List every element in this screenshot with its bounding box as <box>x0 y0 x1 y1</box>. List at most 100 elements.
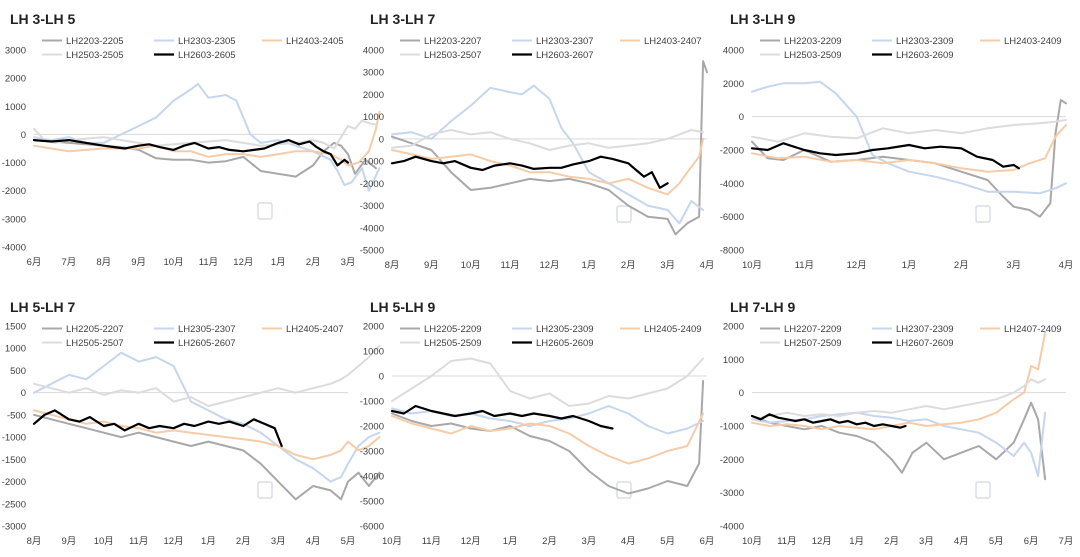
y-tick-label: -6000 <box>720 212 744 223</box>
legend-label: LH2503-2509 <box>784 50 842 61</box>
chart-title: LH 5-LH 7 <box>10 299 76 315</box>
x-tick-label: 6月 <box>1024 536 1039 547</box>
x-tick-label: 11月 <box>500 260 519 271</box>
y-tick-label: -2000 <box>720 455 744 466</box>
y-tick-label: -2000 <box>720 146 744 157</box>
y-tick-label: -2000 <box>2 186 26 197</box>
y-tick-label: -1500 <box>2 455 26 466</box>
x-tick-label: 1月 <box>902 260 917 271</box>
series-line-LH2203-2205 <box>33 139 377 178</box>
legend-label: LH2603-2609 <box>896 50 954 61</box>
x-tick-label: 10月 <box>94 536 114 547</box>
legend-label: LH2603-2605 <box>178 50 236 61</box>
y-tick-label: -500 <box>7 410 26 421</box>
x-tick-label: 10月 <box>742 536 762 547</box>
x-tick-label: 2月 <box>954 260 969 271</box>
legend-label: LH2405-2407 <box>286 324 344 335</box>
series-line-LH2603-2607 <box>390 155 669 189</box>
y-tick-label: -1000 <box>360 397 384 408</box>
series-line-LH2403-2409 <box>751 124 1067 173</box>
y-tick-label: -5000 <box>360 246 384 257</box>
chart-title: LH 3-LH 7 <box>370 11 436 27</box>
series-line-LH2405-2409 <box>391 412 705 465</box>
y-tick-label: 0 <box>379 134 384 145</box>
x-tick-label: 10月 <box>164 257 184 268</box>
x-tick-label: 5月 <box>989 536 1004 547</box>
x-tick-label: 4月 <box>954 536 969 547</box>
y-tick-label: 3000 <box>5 46 26 57</box>
legend-label: LH2303-2305 <box>178 36 236 47</box>
chart-panel-6: LH 7-LH 9 2000 1000 0 -1000 -2000 -3000 -4000 10… <box>720 299 1074 547</box>
chart-panel-5: LH 5-LH 9 2000 1000 0 -1000 -2000 -3000 -4000 -5… <box>360 299 715 547</box>
y-tick-label: -6000 <box>360 522 384 533</box>
x-tick-label: 3月 <box>271 536 286 547</box>
x-tick-label: 11月 <box>777 536 796 547</box>
x-tick-label: 6月 <box>700 536 715 547</box>
series-line-LH2407-2409 <box>751 331 1047 431</box>
x-tick-label: 1月 <box>201 536 216 547</box>
legend-label: LH2503-2507 <box>424 50 482 61</box>
series-line-LH2303-2305 <box>33 82 381 192</box>
legend-label: LH2203-2205 <box>66 36 124 47</box>
x-tick-label: 1月 <box>503 536 518 547</box>
legend-label: LH2407-2409 <box>1004 324 1062 335</box>
x-tick-label: 12月 <box>233 257 253 268</box>
y-tick-label: 2000 <box>723 322 744 333</box>
series-line-LH2503-2505 <box>33 119 377 150</box>
y-tick-label: -4000 <box>360 223 384 234</box>
chart-panel-2: LH 3-LH 7 4000 3000 2000 1000 0 -1000 -2000 -300… <box>360 11 715 271</box>
x-tick-label: 5月 <box>341 536 356 547</box>
y-tick-label: 0 <box>21 130 26 141</box>
y-tick-label: -1000 <box>720 422 744 433</box>
y-tick-label: -5000 <box>360 497 384 508</box>
y-tick-label: 1000 <box>363 347 384 358</box>
watermark-logo-icon <box>257 202 273 220</box>
x-tick-label: 3月 <box>919 536 934 547</box>
watermark-logo-icon <box>975 481 991 499</box>
y-tick-label: 1000 <box>5 102 26 113</box>
x-tick-label: 10月 <box>382 536 402 547</box>
series-line-LH2207-2209 <box>751 401 1047 481</box>
chart-title: LH 3-LH 5 <box>10 11 76 27</box>
chart-title: LH 5-LH 9 <box>370 299 436 315</box>
x-tick-label: 1月 <box>271 257 286 268</box>
x-tick-label: 11月 <box>199 257 218 268</box>
chart-panel-3: LH 3-LH 9 4000 2000 0 -2000 -4000 -6000 -8000 10… <box>720 11 1074 271</box>
y-tick-label: -1000 <box>2 158 26 169</box>
x-tick-label: 8月 <box>27 536 42 547</box>
series-line-LH2307-2309 <box>751 411 1047 477</box>
x-tick-label: 2月 <box>621 260 636 271</box>
x-tick-label: 12月 <box>461 536 481 547</box>
legend-label: LH2505-2507 <box>66 338 124 349</box>
legend-label: LH2505-2509 <box>424 338 482 349</box>
x-tick-label: 9月 <box>424 260 439 271</box>
y-tick-label: 4000 <box>723 46 744 57</box>
x-tick-label: 9月 <box>61 536 76 547</box>
series-line-LH2205-2207 <box>33 413 381 501</box>
legend-label: LH2603-2607 <box>536 50 594 61</box>
y-tick-label: -3000 <box>2 522 26 533</box>
x-tick-label: 12月 <box>539 260 559 271</box>
legend-label: LH2203-2209 <box>784 36 842 47</box>
x-tick-label: 3月 <box>581 536 596 547</box>
legend-label: LH2307-2309 <box>896 324 954 335</box>
y-tick-label: 2000 <box>363 322 384 333</box>
series-line-LH2603-2605 <box>32 139 350 167</box>
watermark-logo-icon <box>257 481 273 499</box>
series-line-LH2305-2307 <box>33 351 381 483</box>
x-tick-label: 3月 <box>1006 260 1021 271</box>
legend-label: LH2503-2505 <box>66 50 124 61</box>
y-tick-label: -4000 <box>2 243 26 254</box>
watermark-logo-icon <box>975 205 991 223</box>
y-tick-label: -1000 <box>360 157 384 168</box>
y-tick-label: 0 <box>21 388 26 399</box>
y-tick-label: -2000 <box>360 179 384 190</box>
series-line-LH2303-2309 <box>751 80 1067 195</box>
legend-label: LH2305-2309 <box>536 324 594 335</box>
series-line-LH2607-2609 <box>750 413 907 429</box>
series-line-LH2503-2507 <box>391 129 705 151</box>
legend-label: LH2403-2409 <box>1004 36 1062 47</box>
x-tick-label: 9月 <box>131 257 146 268</box>
y-tick-label: 4000 <box>363 46 384 57</box>
